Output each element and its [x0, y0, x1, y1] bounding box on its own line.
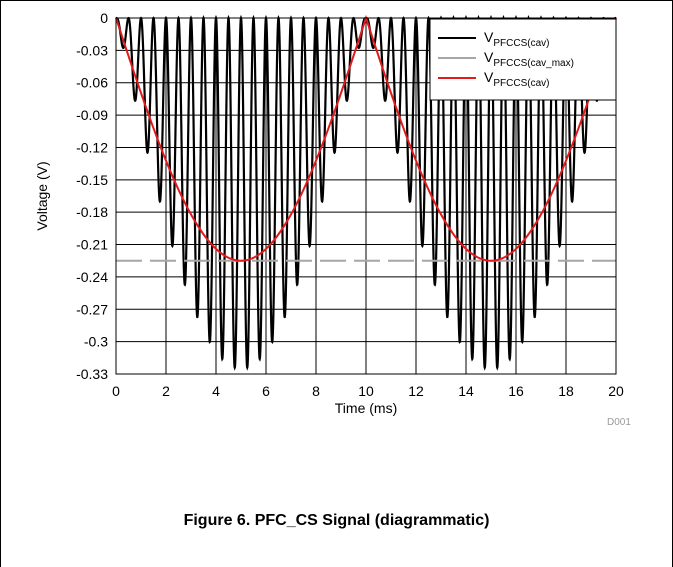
x-tick-label: 2	[162, 383, 170, 399]
x-tick-label: 0	[112, 383, 120, 399]
legend-entry-main: V	[484, 29, 494, 45]
legend-entry-label: VPFCCS(cav)	[484, 69, 549, 89]
x-tick-label: 4	[212, 383, 220, 399]
y-tick-label: -0.06	[76, 75, 108, 91]
x-tick-label: 12	[408, 383, 424, 399]
legend-entry-subscript: PFCCS(cav)	[493, 78, 549, 89]
page-border-top	[0, 0, 673, 1]
chart-tick-labels: 0 2 4 6 8 10 12 14 16 18 20 0 -0.03 -0.06 -0.09 -0.12 -0…	[76, 10, 624, 399]
y-axis-label: Voltage (V)	[34, 161, 50, 230]
y-tick-label: -0.27	[76, 301, 108, 317]
y-tick-label: -0.21	[76, 237, 108, 253]
chart-legend: VPFCCS(cav)VPFCCS(cav_max)VPFCCS(cav)	[429, 18, 617, 101]
y-tick-label: -0.18	[76, 204, 108, 220]
x-tick-label: 18	[558, 383, 574, 399]
x-tick-label: 8	[312, 383, 320, 399]
y-tick-label: -0.24	[76, 269, 108, 285]
legend-box	[429, 18, 617, 101]
legend-entry-label: VPFCCS(cav)	[484, 29, 549, 49]
pfc-cs-chart: 0 2 4 6 8 10 12 14 16 18 20 0 -0.03 -0.06 -0.09 -0.12 -0…	[34, 10, 624, 416]
legend-entry-label: VPFCCS(cav_max)	[484, 49, 574, 69]
x-tick-label: 6	[262, 383, 270, 399]
legend-entry-main: V	[484, 49, 494, 65]
x-tick-label: 20	[608, 383, 624, 399]
x-axis-label: Time (ms)	[335, 400, 397, 416]
x-tick-label: 16	[508, 383, 524, 399]
figure-caption: Figure 6. PFC_CS Signal (diagrammatic)	[183, 512, 490, 529]
page-border-left	[0, 0, 1, 567]
legend-entry-subscript: PFCCS(cav)	[493, 38, 549, 49]
y-tick-label: 0	[100, 10, 108, 26]
y-tick-label: -0.15	[76, 172, 108, 188]
plot-area-frame	[115, 17, 617, 375]
legend-entry-subscript: PFCCS(cav_max)	[493, 58, 574, 69]
x-tick-label: 10	[358, 383, 374, 399]
y-tick-label: -0.12	[76, 139, 108, 155]
legend-entry-main: V	[484, 69, 494, 85]
figure-code: D001	[607, 417, 631, 428]
x-tick-label: 14	[458, 383, 474, 399]
y-tick-label: -0.33	[76, 366, 108, 382]
y-tick-label: -0.3	[84, 334, 108, 350]
y-tick-label: -0.09	[76, 107, 108, 123]
y-tick-label: -0.03	[76, 42, 108, 58]
